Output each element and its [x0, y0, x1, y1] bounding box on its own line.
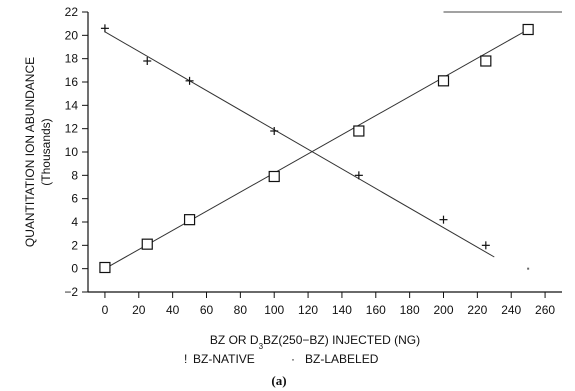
legend-glyph-native: !: [184, 352, 187, 366]
x-tick-label: 240: [501, 303, 521, 317]
y-tick-label: 18: [65, 52, 79, 66]
data-point-native: [527, 267, 530, 270]
x-tick-label: 60: [200, 303, 214, 317]
x-axis-title: BZ OR D3BZ(250−BZ) INJECTED (NG): [210, 333, 420, 351]
x-axis-title-pre: BZ OR D: [210, 333, 259, 347]
data-point-native: [439, 215, 448, 224]
y-tick-label: 0: [71, 262, 78, 276]
y-tick-label: 6: [71, 192, 78, 206]
y-tick-label: 10: [65, 145, 79, 159]
y-tick-label: 2: [71, 238, 78, 252]
data-points: [99, 23, 534, 274]
data-point-native: [354, 171, 363, 180]
legend-glyph-labeled: ·: [291, 352, 295, 366]
y-tick-label: 22: [65, 5, 79, 19]
figure-caption: (a): [271, 373, 286, 388]
x-axis-title-post: BZ(250−BZ) INJECTED (NG): [263, 333, 420, 347]
x-tick-label: 200: [433, 303, 453, 317]
y-axis-unit: (Thousands): [39, 118, 53, 185]
y-tick-label: 14: [65, 98, 79, 112]
y-axis-title: QUANTITATION ION ABUNDANCE: [23, 57, 37, 247]
data-point-native: [100, 24, 109, 33]
data-point-native: [143, 57, 152, 65]
data-point-labeled: [268, 170, 280, 183]
y-tick-label: −2: [64, 285, 78, 299]
fit-line-native: [104, 31, 495, 258]
fit-lines: [104, 29, 529, 270]
y-tick-label: 4: [71, 215, 78, 229]
x-tick-label: 140: [332, 303, 352, 317]
x-tick-label: 0: [102, 303, 109, 317]
data-point-labeled: [437, 75, 450, 87]
y-tick-label: 12: [65, 122, 79, 136]
data-point-labeled: [183, 214, 196, 226]
y-tick-label: 8: [71, 168, 78, 182]
x-axis-title-sub: 3: [259, 342, 264, 351]
data-point-native: [185, 76, 194, 85]
legend: ! BZ-NATIVE · BZ-LABELED: [184, 352, 379, 366]
x-tick-label: 20: [132, 303, 146, 317]
x-tick-label: 220: [467, 303, 487, 317]
data-point-labeled: [353, 125, 365, 137]
fit-line-labeled: [104, 29, 529, 270]
x-tick-label: 160: [366, 303, 386, 317]
data-point-labeled: [522, 23, 534, 36]
y-tick-label: 20: [65, 28, 79, 42]
data-point-labeled: [480, 55, 492, 67]
x-tick-label: 180: [400, 303, 420, 317]
y-tick-label: 16: [65, 75, 79, 89]
x-tick-label: 80: [234, 303, 248, 317]
x-tick-label: 100: [264, 303, 284, 317]
data-point-native: [481, 241, 490, 250]
legend-label-labeled: BZ-LABELED: [305, 352, 379, 366]
data-point-labeled: [141, 238, 153, 250]
data-point-native: [270, 127, 279, 135]
x-tick-label: 40: [166, 303, 180, 317]
x-tick-label: 260: [535, 303, 555, 317]
data-point-labeled: [99, 261, 111, 274]
legend-label-native: BZ-NATIVE: [193, 352, 255, 366]
x-tick-label: 120: [298, 303, 318, 317]
